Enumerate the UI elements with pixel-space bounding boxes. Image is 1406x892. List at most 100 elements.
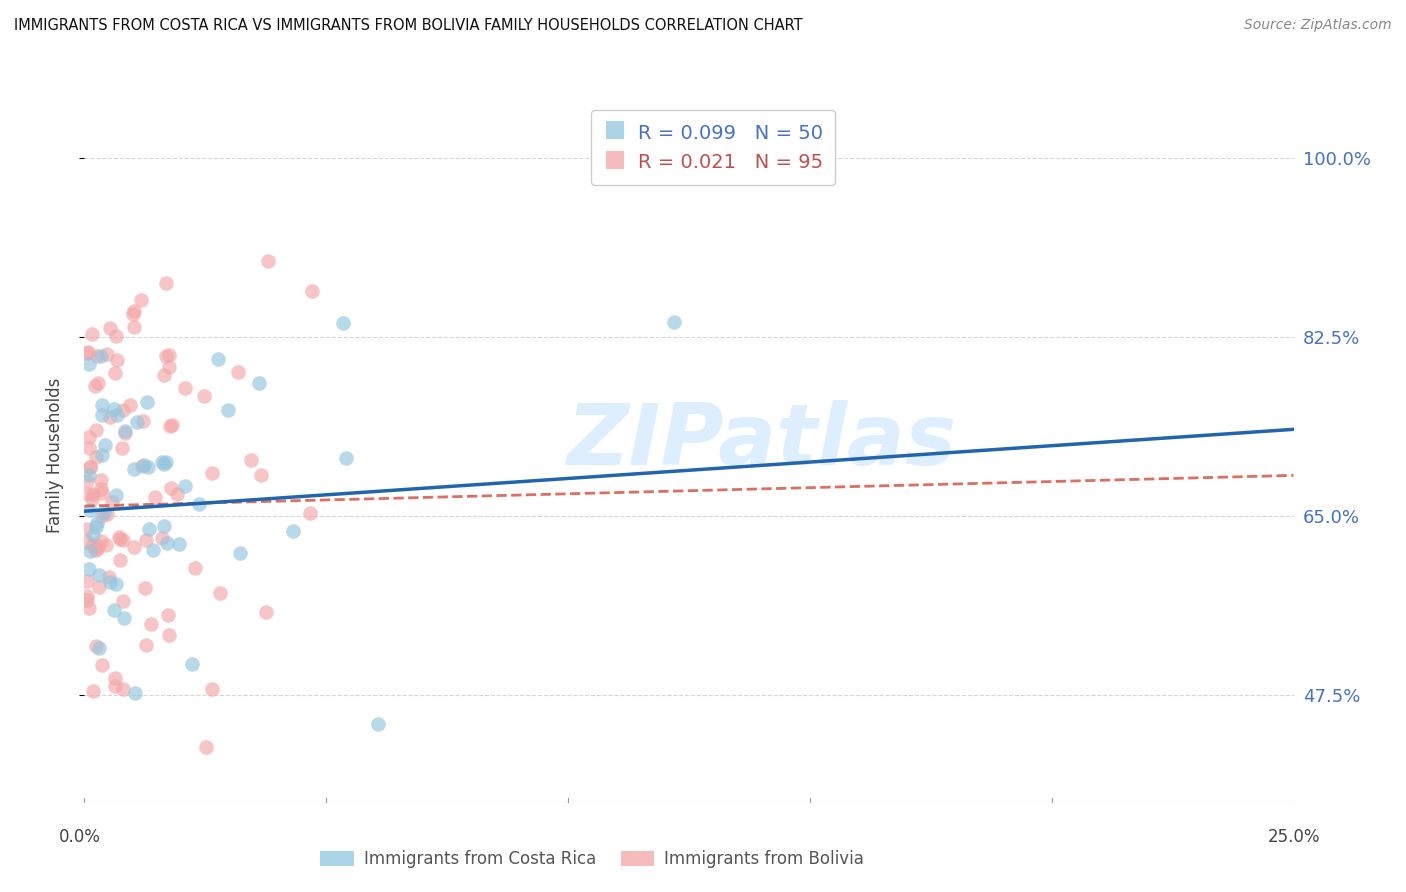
Point <box>135 533 157 548</box>
Point <box>84 450 107 465</box>
Point <box>111 403 134 417</box>
Point <box>104 328 127 343</box>
Point <box>145 491 167 505</box>
Point <box>89 580 111 594</box>
Point <box>207 352 229 367</box>
Point <box>84 543 107 558</box>
Point <box>82 538 104 552</box>
Point <box>77 468 100 483</box>
Point <box>156 536 179 550</box>
Point <box>153 519 176 533</box>
Point <box>142 542 165 557</box>
Point <box>90 657 112 672</box>
Point <box>80 327 103 342</box>
Point <box>129 293 152 307</box>
Point <box>127 415 149 429</box>
Point <box>82 684 104 698</box>
Point <box>98 320 121 334</box>
Point <box>114 425 136 440</box>
Point <box>153 368 176 382</box>
Point <box>84 379 107 393</box>
Point <box>167 537 190 551</box>
Y-axis label: Family Households: Family Households <box>45 377 63 533</box>
Point <box>122 540 145 554</box>
Point <box>217 402 239 417</box>
Point <box>160 482 183 496</box>
Point <box>111 681 134 696</box>
Point <box>79 544 101 558</box>
Point <box>157 348 180 362</box>
Point <box>155 349 177 363</box>
Point <box>84 520 107 534</box>
Point <box>335 450 357 465</box>
Point <box>124 686 146 700</box>
Point <box>156 607 179 622</box>
Point <box>229 546 252 560</box>
Point <box>110 532 132 546</box>
Point <box>249 468 271 483</box>
Point <box>136 460 159 475</box>
Point <box>91 486 114 500</box>
Point <box>135 638 157 652</box>
Point <box>77 344 100 359</box>
Point <box>90 508 112 523</box>
Point <box>254 605 277 619</box>
Point <box>201 682 224 697</box>
Point <box>180 657 202 672</box>
Point <box>82 528 104 542</box>
Point <box>131 459 153 474</box>
Point <box>91 408 114 422</box>
Point <box>90 349 112 363</box>
Point <box>86 349 108 363</box>
Point <box>77 430 100 444</box>
Point <box>82 487 104 501</box>
Point <box>257 253 280 268</box>
Point <box>155 455 177 469</box>
Point <box>226 365 249 379</box>
Point <box>90 482 112 496</box>
Point <box>104 671 127 685</box>
Point <box>77 357 100 371</box>
Text: ZIPatlas: ZIPatlas <box>567 400 956 483</box>
Point <box>122 462 145 476</box>
Point <box>89 568 111 582</box>
Point <box>76 346 98 360</box>
Point <box>104 366 127 380</box>
Point <box>139 617 162 632</box>
Point <box>157 360 180 375</box>
Point <box>76 535 98 549</box>
Point <box>104 679 127 693</box>
Point <box>110 553 132 567</box>
Point <box>86 423 108 437</box>
Point <box>155 277 177 291</box>
Text: 0.0%: 0.0% <box>59 829 100 847</box>
Point <box>76 522 98 536</box>
Point <box>188 497 211 511</box>
Point <box>76 474 98 488</box>
Point <box>184 560 207 574</box>
Point <box>136 395 159 409</box>
Point <box>114 424 136 438</box>
Point <box>150 531 173 545</box>
Point <box>103 603 125 617</box>
Point <box>124 304 146 318</box>
Point <box>86 516 108 531</box>
Point <box>76 592 98 607</box>
Point <box>79 460 101 475</box>
Point <box>94 538 117 552</box>
Point <box>120 398 142 412</box>
Text: IMMIGRANTS FROM COSTA RICA VS IMMIGRANTS FROM BOLIVIA FAMILY HOUSEHOLDS CORRELAT: IMMIGRANTS FROM COSTA RICA VS IMMIGRANTS… <box>14 18 803 33</box>
Point <box>332 316 354 330</box>
Point <box>87 376 110 390</box>
Point <box>664 315 686 329</box>
Point <box>132 458 155 472</box>
Point <box>112 594 135 608</box>
Point <box>104 577 127 591</box>
Point <box>101 495 124 509</box>
Point <box>240 452 263 467</box>
Point <box>87 539 110 553</box>
Point <box>90 398 112 412</box>
Point <box>76 589 98 603</box>
Point <box>122 307 145 321</box>
Point <box>89 641 111 656</box>
